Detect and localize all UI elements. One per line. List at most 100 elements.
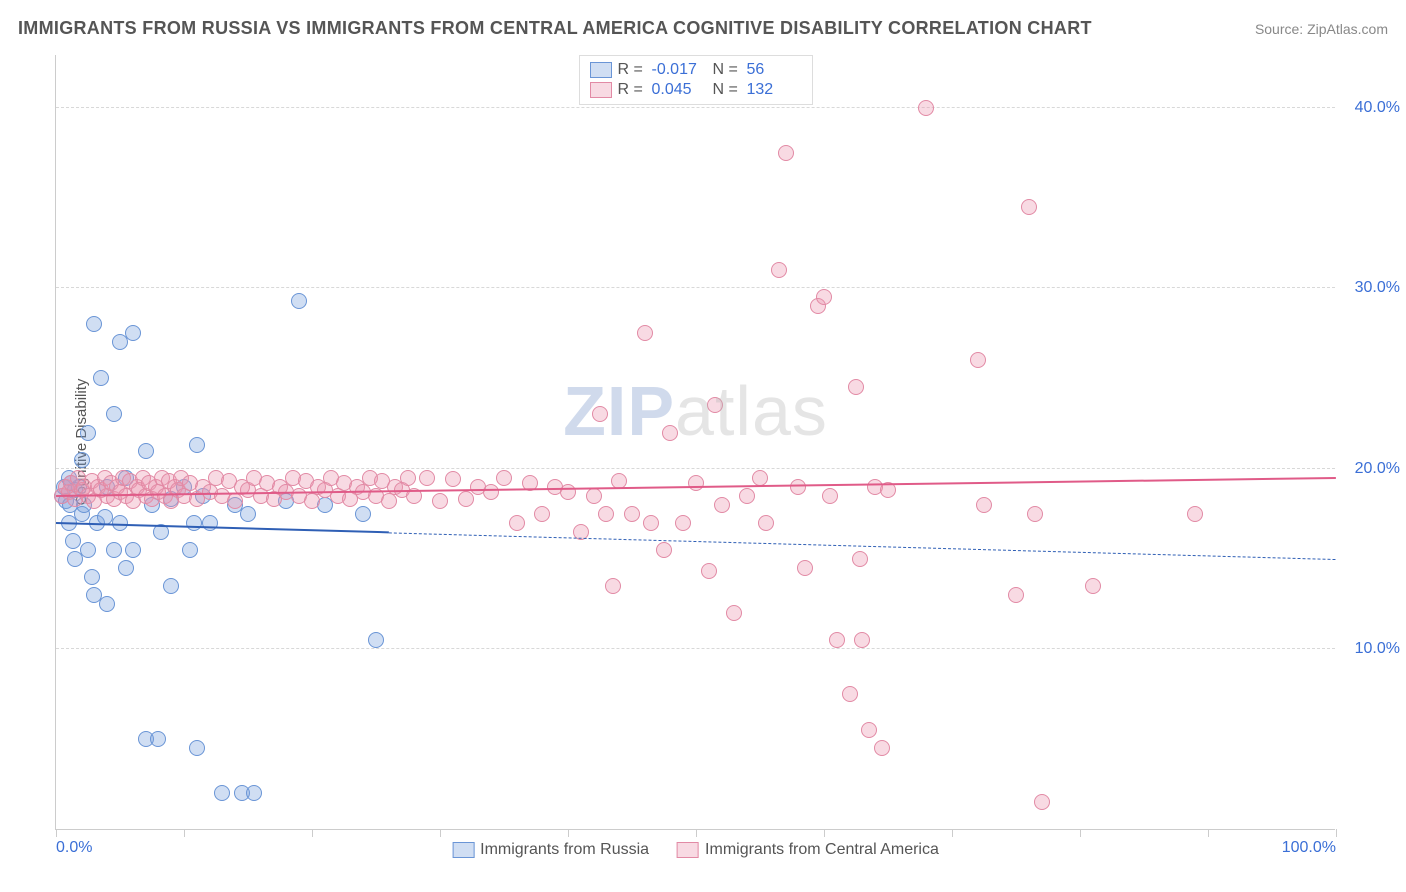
gridline-h (56, 468, 1335, 469)
scatter-point (662, 425, 678, 441)
scatter-point (1021, 199, 1037, 215)
x-tick (696, 829, 697, 837)
scatter-point (125, 325, 141, 341)
scatter-point (592, 406, 608, 422)
scatter-point (758, 515, 774, 531)
scatter-point (74, 452, 90, 468)
scatter-point (624, 506, 640, 522)
legend-n-label: N = (713, 61, 741, 79)
y-tick-label: 30.0% (1355, 279, 1400, 297)
scatter-point (419, 470, 435, 486)
scatter-point (816, 289, 832, 305)
scatter-point (854, 632, 870, 648)
x-tick (824, 829, 825, 837)
x-tick-label-min: 0.0% (56, 839, 92, 857)
scatter-point (65, 533, 81, 549)
scatter-point (86, 316, 102, 332)
scatter-point (778, 145, 794, 161)
scatter-point (112, 515, 128, 531)
scatter-point (560, 484, 576, 500)
legend-n-label: N = (713, 81, 741, 99)
scatter-point (714, 497, 730, 513)
legend-series-label: Immigrants from Central America (705, 841, 939, 858)
legend-series-item: Immigrants from Russia (452, 841, 649, 859)
trend-line (56, 523, 1336, 559)
scatter-point (125, 542, 141, 558)
scatter-point (797, 560, 813, 576)
scatter-point (106, 406, 122, 422)
y-tick-label: 20.0% (1355, 460, 1400, 478)
scatter-point (534, 506, 550, 522)
chart-title: IMMIGRANTS FROM RUSSIA VS IMMIGRANTS FRO… (18, 18, 1092, 39)
scatter-point (701, 563, 717, 579)
legend-correlation-box: R =-0.017N =56R =0.045N =132 (579, 55, 813, 105)
x-tick (56, 829, 57, 837)
scatter-point (214, 785, 230, 801)
scatter-point (483, 484, 499, 500)
scatter-point (852, 551, 868, 567)
legend-swatch (452, 842, 474, 858)
watermark-part-b: atlas (675, 372, 828, 450)
scatter-point (80, 425, 96, 441)
legend-series: Immigrants from Russia Immigrants from Ce… (452, 841, 939, 859)
legend-swatch (590, 82, 612, 98)
legend-r-label: R = (618, 61, 646, 79)
x-tick (312, 829, 313, 837)
scatter-point (1187, 506, 1203, 522)
scatter-point (605, 578, 621, 594)
gridline-h (56, 648, 1335, 649)
scatter-point (976, 497, 992, 513)
scatter-point (432, 493, 448, 509)
scatter-point (598, 506, 614, 522)
x-tick (440, 829, 441, 837)
scatter-point (1085, 578, 1101, 594)
scatter-point (637, 325, 653, 341)
scatter-point (771, 262, 787, 278)
scatter-point (106, 542, 122, 558)
scatter-point (458, 491, 474, 507)
scatter-point (304, 493, 320, 509)
scatter-point (752, 470, 768, 486)
scatter-point (707, 397, 723, 413)
scatter-point (189, 437, 205, 453)
scatter-point (84, 569, 100, 585)
scatter-point (822, 488, 838, 504)
scatter-point (643, 515, 659, 531)
scatter-point (918, 100, 934, 116)
scatter-point (675, 515, 691, 531)
chart-header: IMMIGRANTS FROM RUSSIA VS IMMIGRANTS FRO… (18, 18, 1388, 39)
scatter-point (118, 560, 134, 576)
scatter-point (99, 596, 115, 612)
scatter-point (381, 493, 397, 509)
scatter-point (93, 370, 109, 386)
scatter-point (1027, 506, 1043, 522)
scatter-point (186, 515, 202, 531)
scatter-point (829, 632, 845, 648)
gridline-h (56, 287, 1335, 288)
chart-source: Source: ZipAtlas.com (1255, 21, 1388, 37)
legend-n-value: 132 (747, 81, 802, 99)
gridline-h (56, 107, 1335, 108)
x-tick (1080, 829, 1081, 837)
scatter-point (400, 470, 416, 486)
scatter-point (1034, 794, 1050, 810)
legend-series-label: Immigrants from Russia (480, 841, 649, 858)
scatter-point (586, 488, 602, 504)
scatter-point (368, 632, 384, 648)
scatter-point (656, 542, 672, 558)
y-tick-label: 40.0% (1355, 99, 1400, 117)
scatter-point (874, 740, 890, 756)
scatter-point (182, 542, 198, 558)
scatter-point (240, 506, 256, 522)
scatter-point (163, 578, 179, 594)
scatter-point (726, 605, 742, 621)
scatter-point (1008, 587, 1024, 603)
scatter-point (842, 686, 858, 702)
x-tick (568, 829, 569, 837)
scatter-point (80, 542, 96, 558)
scatter-point (227, 493, 243, 509)
scatter-point (138, 443, 154, 459)
x-tick (184, 829, 185, 837)
scatter-point (688, 475, 704, 491)
legend-r-value: -0.017 (652, 61, 707, 79)
